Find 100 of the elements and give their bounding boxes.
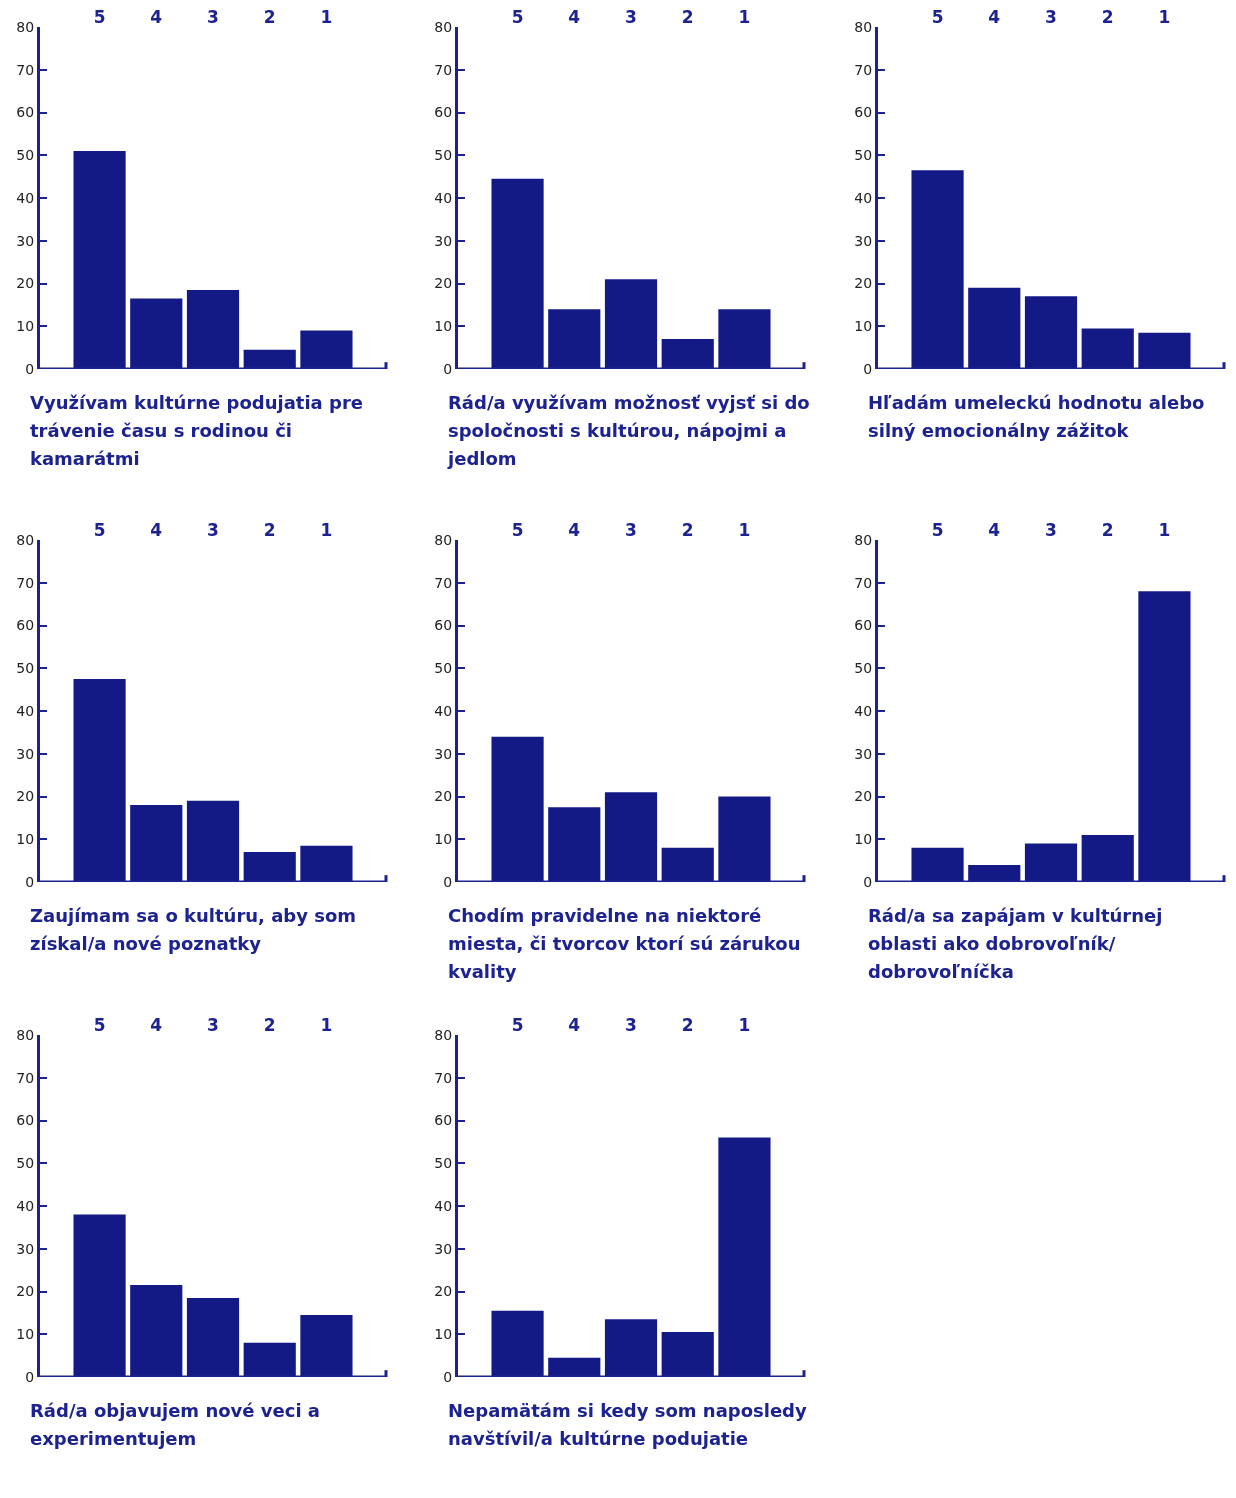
y-tick-label: 50 (434, 660, 453, 677)
y-tick-label: 30 (434, 232, 453, 249)
x-tick-label: 4 (150, 519, 163, 540)
y-tick-label: 60 (434, 1112, 453, 1129)
x-tick-label: 4 (988, 6, 1001, 27)
y-tick-label: 40 (854, 702, 873, 719)
y-tick-label: 80 (434, 531, 453, 548)
y-tick-label: 20 (16, 788, 35, 805)
y-tick-label: 80 (434, 1026, 453, 1043)
y-tick-label: 0 (443, 873, 453, 890)
y-tick-label: 70 (854, 574, 873, 591)
y-tick-label: 80 (854, 18, 873, 35)
text: Rád/a sa zapájam v kultúrnej oblasti ako dobrovoľník/ dobrovoľníčka (868, 904, 1164, 984)
y-tick-label: 60 (854, 104, 873, 121)
x-tick-label: 3 (1045, 519, 1057, 540)
x-tick-label: 1 (320, 1014, 333, 1035)
x-tick-label: 4 (150, 6, 163, 27)
y-tick-label: 10 (854, 318, 873, 335)
y-tick-label: 40 (16, 1197, 35, 1214)
x-tick-label: 1 (738, 1014, 751, 1035)
y-tick-label: 50 (434, 147, 453, 164)
x-tick-label: 2 (263, 6, 276, 27)
x-tick-label: 4 (150, 1014, 163, 1035)
x-tick-label: 2 (681, 6, 694, 27)
y-tick-label: 60 (434, 617, 453, 634)
x-tick-label: 5 (93, 519, 106, 540)
x-tick-label: 5 (93, 6, 106, 27)
y-tick-label: 50 (434, 1155, 453, 1172)
x-tick-label: 2 (681, 519, 694, 540)
y-tick-label: 10 (434, 831, 453, 848)
x-tick-label: 3 (625, 519, 637, 540)
x-tick-label: 3 (207, 6, 219, 27)
text: Hľadám umeleckú hodnotu alebo silný emocionálny zážitok (868, 391, 1206, 443)
y-tick-label: 30 (434, 745, 453, 762)
x-tick-label: 3 (1045, 6, 1057, 27)
y-tick-label: 40 (16, 189, 35, 206)
y-tick-label: 70 (434, 61, 453, 78)
y-tick-label: 10 (16, 318, 35, 335)
x-tick-label: 3 (207, 1014, 219, 1035)
y-tick-label: 10 (434, 1326, 453, 1343)
x-tick-label: 3 (625, 1014, 637, 1035)
text: Rád/a využívam možnosť vyjsť si do spoločnosti s kultúrou, nápojmi a jedlom (448, 391, 810, 471)
y-tick-label: 50 (854, 147, 873, 164)
y-tick-label: 10 (854, 831, 873, 848)
y-tick-label: 20 (434, 1283, 453, 1300)
y-tick-label: 80 (854, 531, 873, 548)
y-tick-label: 70 (16, 61, 35, 78)
y-tick-label: 50 (854, 660, 873, 677)
y-tick-label: 50 (16, 660, 35, 677)
y-tick-label: 60 (16, 1112, 35, 1129)
y-tick-label: 10 (434, 318, 453, 335)
y-tick-label: 60 (16, 104, 35, 121)
x-tick-label: 4 (568, 1014, 581, 1035)
text: Nepamätám si kedy som naposledy navštívil/a kultúrne podujatie (448, 1399, 808, 1451)
y-tick-label: 0 (863, 873, 873, 890)
y-tick-label: 60 (16, 617, 35, 634)
y-tick-label: 60 (434, 104, 453, 121)
x-tick-label: 5 (931, 6, 944, 27)
y-tick-label: 30 (16, 1240, 35, 1257)
text: Zaujímam sa o kultúru, aby som získal/a nové poznatky (30, 904, 358, 956)
x-tick-label: 5 (511, 519, 524, 540)
y-tick-label: 70 (434, 1069, 453, 1086)
y-tick-label: 30 (16, 232, 35, 249)
text: Rád/a objavujem nové veci a experimentujem (30, 1399, 321, 1451)
y-tick-label: 70 (16, 1069, 35, 1086)
y-tick-label: 30 (854, 232, 873, 249)
x-tick-label: 1 (738, 6, 751, 27)
y-tick-label: 30 (16, 745, 35, 762)
y-tick-label: 50 (16, 147, 35, 164)
y-tick-label: 0 (443, 1368, 453, 1385)
y-tick-label: 80 (16, 531, 35, 548)
y-tick-label: 70 (16, 574, 35, 591)
y-tick-label: 0 (25, 360, 35, 377)
x-tick-label: 3 (625, 6, 637, 27)
x-tick-label: 1 (320, 6, 333, 27)
y-tick-label: 10 (16, 831, 35, 848)
y-tick-label: 80 (434, 18, 453, 35)
y-tick-label: 20 (854, 788, 873, 805)
y-tick-label: 50 (16, 1155, 35, 1172)
x-tick-label: 4 (568, 519, 581, 540)
y-tick-label: 20 (434, 788, 453, 805)
text: Využívam kultúrne podujatia pre trávenie času s rodinou či kamarátmi (30, 391, 364, 471)
x-tick-label: 1 (738, 519, 751, 540)
y-tick-label: 40 (16, 702, 35, 719)
y-tick-label: 20 (16, 275, 35, 292)
x-tick-label: 2 (263, 519, 276, 540)
x-tick-label: 2 (263, 1014, 276, 1035)
y-tick-label: 0 (25, 1368, 35, 1385)
y-tick-label: 0 (25, 873, 35, 890)
text: Chodím pravidelne na niektoré miesta, či tvorcov ktorí sú zárukou kvality (448, 904, 802, 984)
x-tick-label: 2 (1101, 6, 1114, 27)
y-tick-label: 20 (16, 1283, 35, 1300)
y-tick-label: 30 (434, 1240, 453, 1257)
y-tick-label: 40 (434, 1197, 453, 1214)
y-tick-label: 10 (16, 1326, 35, 1343)
x-tick-label: 3 (207, 519, 219, 540)
y-tick-label: 30 (854, 745, 873, 762)
x-tick-label: 4 (988, 519, 1001, 540)
y-tick-label: 0 (443, 360, 453, 377)
x-tick-label: 2 (1101, 519, 1114, 540)
